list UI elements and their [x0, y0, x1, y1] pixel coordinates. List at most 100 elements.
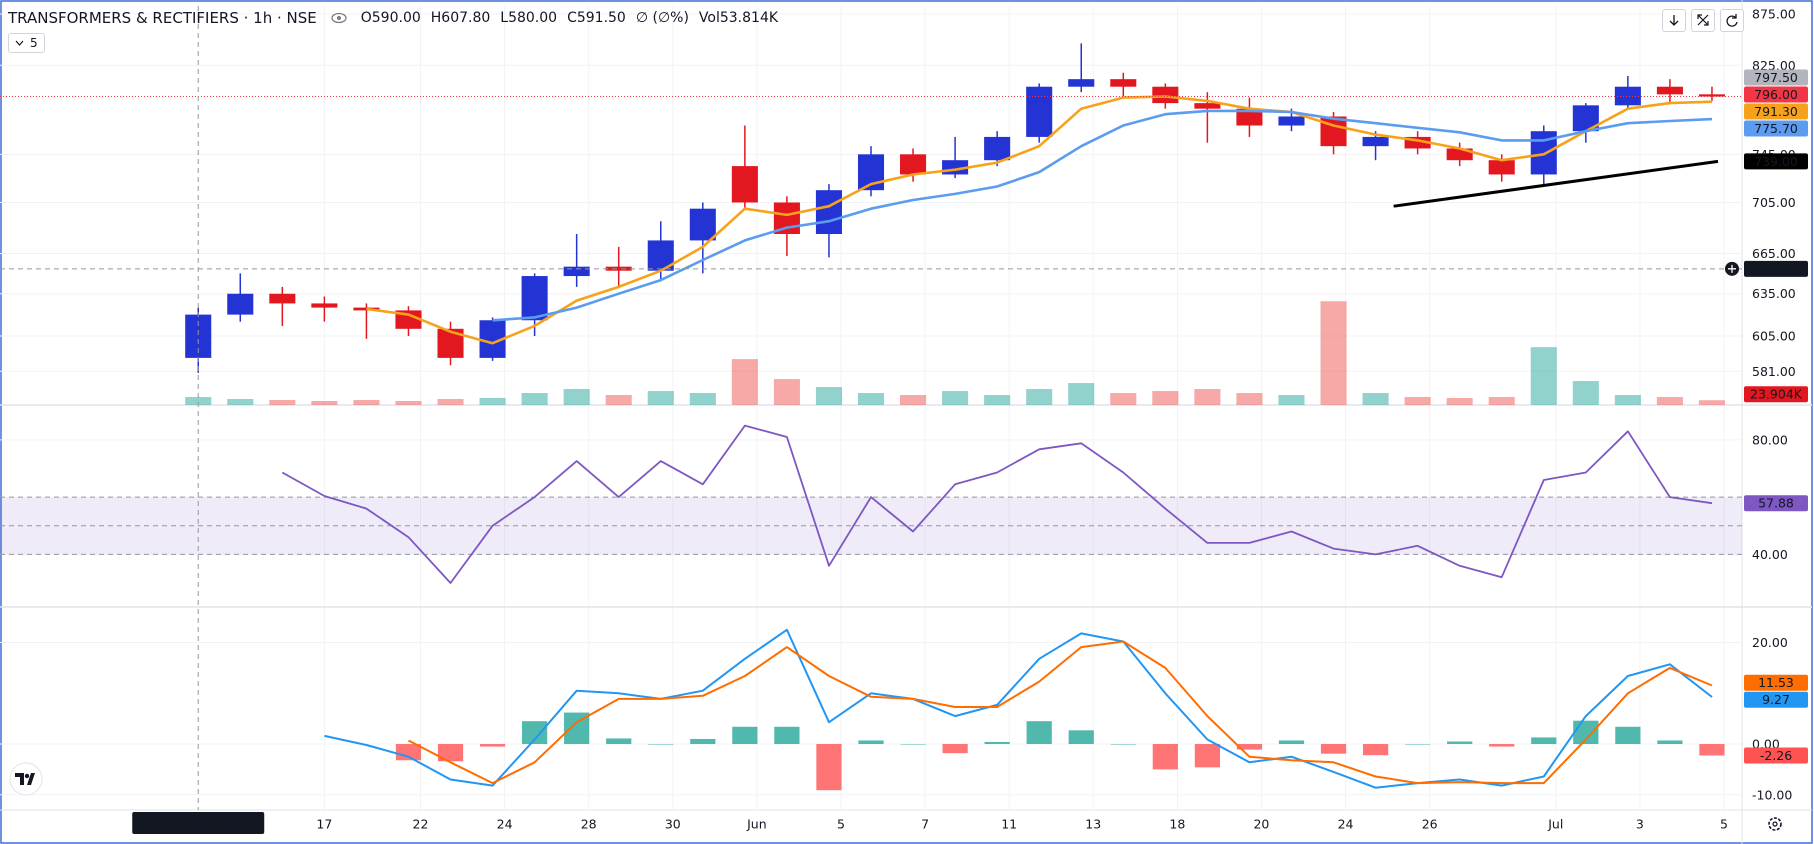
- y-tick-label: 665.00: [1752, 246, 1796, 261]
- macd-histogram-bar: [1699, 744, 1725, 756]
- volume-bar: [689, 393, 716, 405]
- volume-bar: [815, 387, 842, 405]
- candle-body: [521, 276, 548, 321]
- candle-body: [1278, 116, 1305, 126]
- candle-body: [1614, 86, 1641, 106]
- candle-body: [1698, 94, 1726, 97]
- price-label-bg: [1744, 103, 1808, 120]
- eye-icon[interactable]: [331, 12, 347, 24]
- y-tick-label: 875.00: [1752, 6, 1796, 21]
- volume-bar: [984, 395, 1011, 405]
- price-label: 796.00: [1754, 87, 1798, 102]
- price-label: 791.30: [1754, 104, 1798, 119]
- x-tick-label: Jul: [1547, 817, 1563, 832]
- macd-histogram-bar: [1110, 744, 1136, 745]
- volume-bar: [1446, 398, 1473, 405]
- price-label-bg: [1744, 120, 1808, 137]
- macd-histogram-bar: [521, 721, 548, 745]
- macd-histogram-bar: [606, 738, 632, 745]
- macd-histogram-bar: [1489, 744, 1515, 747]
- download-button[interactable]: [1662, 9, 1686, 32]
- price-label: 23.904K: [1750, 387, 1803, 402]
- moving-average-line: [492, 109, 1713, 322]
- candle-body: [311, 303, 338, 308]
- crosshair-time: 09:15: [222, 816, 258, 831]
- x-tick-label: 28: [581, 817, 597, 832]
- volume-bar: [353, 400, 380, 405]
- volume-bar: [1572, 381, 1599, 405]
- logo-bg: [9, 762, 43, 796]
- price-label: 653.40: [1754, 261, 1798, 276]
- indicator-toggle[interactable]: 5: [8, 33, 45, 53]
- macd-histogram-bar: [1026, 721, 1052, 745]
- volume-bar: [185, 397, 212, 405]
- settings-icon[interactable]: [1768, 817, 1782, 831]
- crosshair-date: Tue 14 May '24: [137, 816, 232, 831]
- volume-bar: [1320, 301, 1347, 405]
- crosshair-plus-icon: [1728, 264, 1736, 273]
- legend-header: TRANSFORMERS & RECTIFIERS · 1h · NSE O59…: [8, 9, 788, 27]
- x-tick-label: 30: [665, 817, 681, 832]
- macd-histogram-bar: [900, 744, 926, 745]
- volume-bar: [942, 391, 969, 405]
- macd-histogram-bar: [1194, 744, 1221, 768]
- y-tick-label: 40.00: [1752, 547, 1788, 562]
- macd-histogram-bar: [1236, 744, 1263, 750]
- price-label-bg: [1744, 86, 1808, 103]
- volume-bar: [900, 395, 927, 405]
- x-tick-label: 20: [1253, 817, 1269, 832]
- y-tick-label: 705.00: [1752, 195, 1796, 210]
- price-label: 9.27: [1762, 692, 1790, 707]
- volume-bar: [1656, 397, 1683, 405]
- x-tick-label: 18: [1169, 817, 1185, 832]
- volume-bar: [1110, 393, 1137, 405]
- logo: [15, 773, 35, 785]
- macd-histogram-bar: [1152, 744, 1178, 770]
- volume-bar: [731, 359, 758, 405]
- rsi-line: [281, 424, 1713, 584]
- volume-bar: [479, 398, 506, 405]
- price-label-bg: [1744, 153, 1808, 170]
- chevron-icon: [15, 40, 24, 46]
- fullscreen-button[interactable]: [1691, 9, 1715, 32]
- reset-button[interactable]: [1720, 9, 1744, 32]
- macd-histogram-bar: [1320, 744, 1347, 754]
- volume-bar: [1362, 393, 1389, 405]
- candle-body: [1026, 86, 1053, 137]
- volume-bar: [1278, 395, 1305, 405]
- volume-bar: [1530, 347, 1557, 405]
- candle-body: [1152, 86, 1179, 104]
- candle-body: [731, 166, 758, 203]
- symbol-title[interactable]: TRANSFORMERS & RECTIFIERS · 1h · NSE: [8, 9, 317, 27]
- x-tick-label: 24: [1338, 817, 1354, 832]
- price-label: 739.00: [1754, 154, 1798, 169]
- volume-bar: [1614, 395, 1641, 405]
- macd-histogram-bar: [732, 726, 758, 745]
- candle-body: [1068, 79, 1095, 87]
- macd-histogram-bar: [1068, 730, 1094, 745]
- macd-histogram-bar: [774, 726, 800, 745]
- price-label: 797.50: [1754, 70, 1798, 85]
- candle-body: [227, 293, 254, 315]
- macd-histogram-bar: [858, 740, 884, 745]
- macd-histogram-bar: [648, 744, 674, 745]
- macd-line: [408, 640, 1713, 785]
- volume-bar: [1698, 400, 1726, 405]
- x-tick-label: Jun: [746, 817, 767, 832]
- candle-body: [1236, 108, 1263, 126]
- x-tick-label: 5: [1720, 817, 1728, 832]
- volume-bar: [1152, 391, 1179, 405]
- candle-body: [1404, 136, 1431, 149]
- volume-bar: [605, 395, 632, 405]
- ohlc-high: H607.80: [430, 10, 491, 26]
- macd-histogram-bar: [984, 741, 1010, 745]
- arrow-icon: [1669, 15, 1679, 26]
- volume-bar: [1026, 389, 1053, 405]
- candle-body: [815, 190, 842, 234]
- volume-bar: [437, 399, 464, 405]
- ohlc-low: L580.00: [500, 10, 558, 26]
- x-tick-label: 11: [1001, 817, 1017, 832]
- macd-histogram-bar: [479, 744, 506, 747]
- volume-bar: [269, 400, 296, 405]
